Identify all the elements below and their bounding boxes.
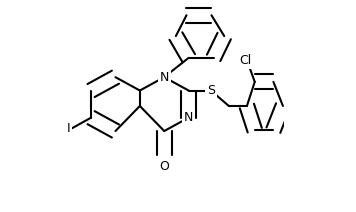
Text: O: O (159, 160, 169, 173)
Text: S: S (207, 84, 215, 97)
Text: Cl: Cl (240, 54, 252, 67)
Text: N: N (159, 71, 169, 84)
Text: N: N (184, 111, 193, 124)
Text: I: I (66, 122, 70, 135)
